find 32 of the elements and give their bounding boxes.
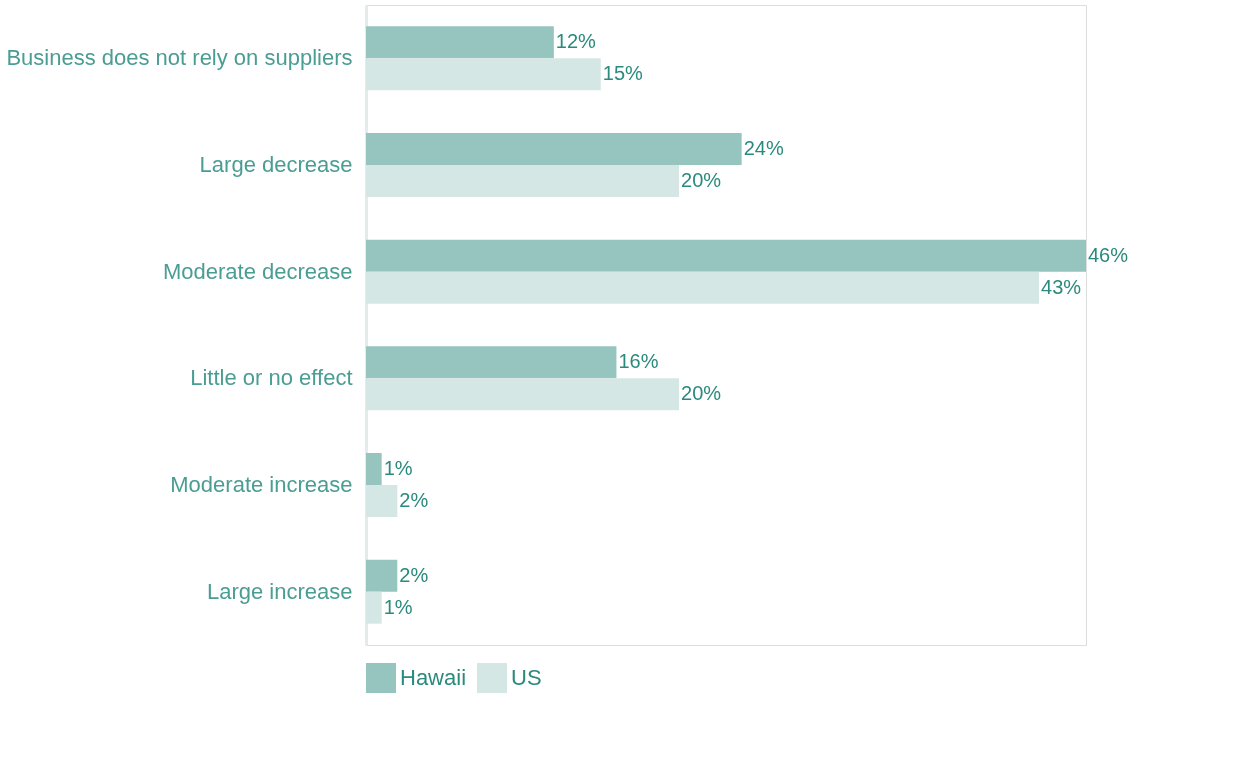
y-tick-label: Moderate decrease bbox=[162, 258, 353, 284]
data-label: 1% bbox=[383, 457, 413, 479]
y-tick-label: Business does not rely on suppliers bbox=[6, 45, 353, 71]
data-label: 20% bbox=[681, 382, 722, 405]
bar bbox=[366, 271, 1040, 304]
y-tick-label: Large decrease bbox=[199, 152, 353, 177]
bar bbox=[366, 559, 398, 592]
data-label: 2% bbox=[399, 489, 429, 511]
bar bbox=[366, 591, 382, 624]
data-label: 24% bbox=[743, 137, 784, 159]
data-label: 1% bbox=[383, 595, 413, 618]
legend-label: US bbox=[511, 665, 542, 690]
bar bbox=[366, 378, 680, 411]
y-tick-label: Moderate increase bbox=[170, 472, 353, 497]
data-label: 15% bbox=[602, 62, 644, 85]
bar bbox=[366, 346, 617, 379]
bar bbox=[366, 58, 601, 91]
data-label: 46% bbox=[1088, 243, 1129, 266]
y-tick-label: Large increase bbox=[206, 578, 353, 604]
bar bbox=[366, 133, 742, 165]
legend-label: Hawaii bbox=[400, 665, 467, 690]
bar bbox=[366, 165, 680, 197]
bar bbox=[366, 485, 398, 517]
data-label: 20% bbox=[681, 169, 722, 191]
bar bbox=[366, 26, 554, 59]
data-label: 2% bbox=[399, 563, 429, 586]
bar bbox=[366, 453, 382, 485]
bar bbox=[366, 239, 1086, 272]
data-label: 12% bbox=[555, 30, 597, 53]
data-label: 43% bbox=[1041, 275, 1082, 298]
y-tick-label: Little or no effect bbox=[190, 365, 353, 391]
data-label: 16% bbox=[618, 350, 659, 373]
